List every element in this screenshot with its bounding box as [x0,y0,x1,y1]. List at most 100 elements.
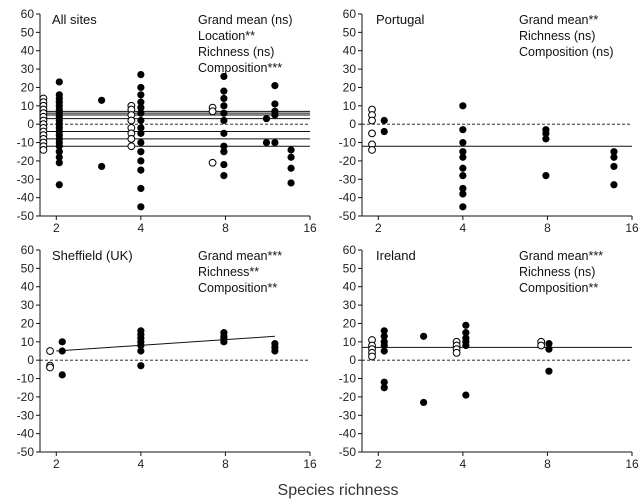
data-point-open [127,116,136,125]
data-point-filled [459,164,467,172]
y-tick-label: -50 [17,445,35,459]
x-tick-label: 4 [138,457,145,471]
y-tick-label: -30 [17,408,35,422]
data-point-filled [220,338,228,346]
panel-title: All sites [52,12,97,27]
y-tick-label: 50 [21,25,35,39]
data-point-open [208,107,217,116]
y-tick-label: 0 [349,353,356,367]
panel-1: -50 -40 -30 -20 -10 0 10 20 30 40 50 60 2 4 8 16 All sit… [17,7,317,235]
panel-stat: Grand mean (ns) [198,13,292,27]
y-tick-label: 50 [343,25,357,39]
data-point-filled [262,115,271,123]
data-point-filled [271,111,279,119]
data-point-filled [137,98,145,106]
data-point-filled [137,71,145,79]
x-tick-label: 8 [544,457,551,471]
panel-stat: Composition** [198,281,277,295]
y-tick-label: -10 [339,136,357,150]
data-point-filled [287,153,295,161]
x-tick-label: 4 [460,221,467,235]
data-point-filled [380,332,388,340]
data-point-filled [420,398,428,407]
x-tick-label: 16 [625,221,639,235]
data-point-open [368,145,376,154]
y-tick-label: 20 [21,316,35,330]
data-point-filled [542,129,550,137]
x-tick-label: 4 [460,457,467,471]
data-point-filled [380,378,388,386]
data-point-filled [137,148,145,156]
panel-stat: Richness (ns) [519,265,595,279]
y-tick-label: 0 [27,117,34,131]
data-point-open [127,134,136,143]
y-tick-label: 40 [343,44,357,58]
data-point-open [368,129,376,138]
y-tick-label: -30 [17,172,35,186]
y-tick-label: 30 [343,298,357,312]
y-tick-label: -20 [17,390,35,404]
data-point-filled [271,138,279,147]
y-tick-label: 30 [343,62,357,76]
data-point-filled [271,347,279,355]
panel-title: Ireland [376,248,416,263]
data-point-filled [58,338,66,346]
y-tick-label: 20 [343,80,357,94]
data-point-filled [98,96,106,104]
y-tick-label: -40 [17,427,35,441]
data-point-filled [380,341,388,350]
data-point-filled [462,321,470,329]
y-tick-label: 60 [21,7,35,21]
data-point-open [46,363,54,372]
data-point-filled [220,87,228,95]
y-tick-label: -40 [17,191,35,205]
data-point-filled [220,116,228,125]
y-tick-label: -30 [339,408,357,422]
y-tick-label: -50 [17,209,35,223]
y-tick-label: -10 [339,372,357,386]
y-tick-label: 0 [27,353,34,367]
data-point-filled [420,332,428,340]
x-tick-label: 2 [53,221,60,235]
data-point-filled [459,153,467,161]
y-tick-label: 40 [21,280,35,294]
y-tick-label: 10 [343,335,357,349]
data-point-filled [271,100,279,108]
panel-stat: Richness (ns) [519,29,595,43]
y-tick-label: -50 [339,445,357,459]
y-tick-label: 40 [343,280,357,294]
data-point-filled [380,116,388,125]
data-point-filled [380,327,388,335]
y-tick-label: -20 [339,390,357,404]
y-tick-label: 10 [343,99,357,113]
data-point-open [452,348,461,357]
data-point-filled [137,124,145,132]
data-point-filled [220,72,228,81]
y-tick-label: -20 [339,154,357,168]
data-point-open [368,352,376,361]
data-point-filled [137,104,145,112]
data-point-filled [459,148,467,156]
data-point-filled [137,362,145,370]
data-point-filled [220,148,228,156]
data-point-filled [545,367,553,375]
data-point-filled [58,371,66,379]
data-point-open [537,341,546,350]
data-point-filled [287,179,295,187]
data-point-filled [137,166,145,174]
panel-stat: Grand mean*** [519,249,603,263]
data-point-filled [459,138,467,147]
panel-stat: Location** [198,29,255,43]
x-tick-label: 2 [375,221,382,235]
y-tick-label: -20 [17,154,35,168]
panel-2: -50 -40 -30 -20 -10 0 10 20 30 40 50 60 2 4 8 16 Portuga… [339,7,639,235]
data-point-filled [220,172,228,180]
data-point-filled [542,172,550,180]
data-point-filled [55,78,63,86]
data-point-filled [220,102,228,110]
data-point-filled [137,203,145,211]
data-point-filled [220,142,228,150]
x-tick-label: 8 [222,457,229,471]
panel-title: Sheffield (UK) [52,248,133,263]
y-tick-label: 0 [349,117,356,131]
